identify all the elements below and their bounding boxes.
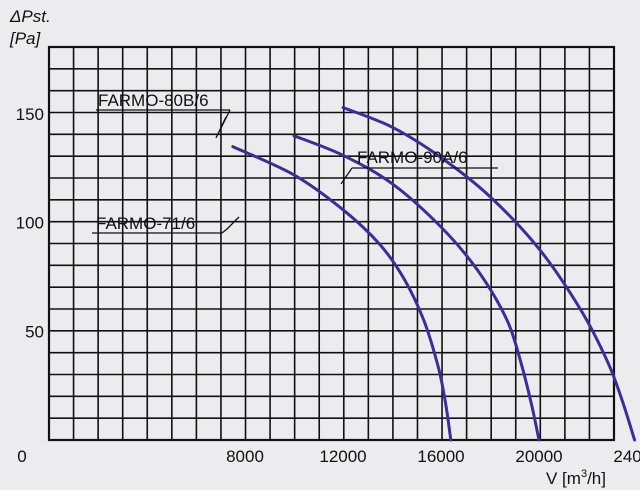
y-axis-title-line2: [Pa]: [9, 29, 42, 48]
y-tick-label: 50: [25, 322, 44, 341]
x-axis-title-prefix: V [m: [546, 469, 581, 488]
series-label-3: FARMO-90A/6: [357, 148, 468, 167]
x-tick-label: 16000: [417, 447, 464, 466]
series-labels: FARMO-71/6 FARMO-80B/6 FARMO-90A/6: [96, 91, 468, 233]
x-axis-title-suffix: /h]: [587, 469, 606, 488]
y-tick-label: 150: [16, 105, 44, 124]
series-curves: [231, 106, 637, 442]
label-leader-1: [221, 216, 240, 234]
series-label-1: FARMO-71/6: [96, 214, 195, 233]
series-label-2: FARMO-80B/6: [98, 91, 209, 110]
y-tick-label: 100: [16, 214, 44, 233]
plot-frame: [47, 45, 616, 442]
series-line-2: [292, 134, 541, 442]
tick-labels: 0 8000 12000 16000 20000 24000 50 100 150: [16, 105, 640, 466]
label-leaders: [92, 109, 498, 234]
series-line-1: [231, 145, 453, 442]
label-leader-3: [340, 167, 353, 185]
x-tick-label: 24000: [613, 447, 640, 466]
label-leader-2: [215, 109, 231, 139]
y-axis-title-line1: ΔPst.: [9, 7, 51, 26]
x-tick-label: 12000: [319, 447, 366, 466]
x-axis-title-sup: 3: [581, 468, 587, 480]
x-tick-label: 0: [17, 447, 26, 466]
x-axis-title: V [m3/h]: [546, 468, 606, 488]
x-tick-label: 8000: [226, 447, 264, 466]
grid: [49, 47, 614, 440]
x-tick-label: 20000: [515, 447, 562, 466]
series-line-3: [341, 106, 637, 442]
